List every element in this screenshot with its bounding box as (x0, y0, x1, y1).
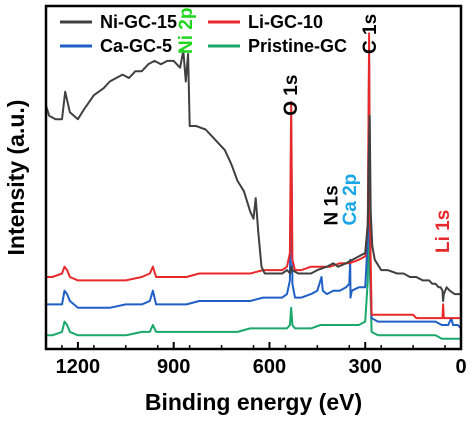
legend-label: Li-GC-10 (248, 12, 323, 32)
x-tick-label: 600 (253, 356, 286, 378)
peak-label: C 1s (360, 14, 381, 54)
series-line-ca-gc-5 (46, 56, 462, 330)
plot-frame (44, 4, 463, 351)
x-tick-label: 0 (455, 356, 466, 378)
legend-label: Ca-GC-5 (100, 36, 172, 56)
peak-label: Ca 2p (340, 174, 361, 226)
x-axis-ticks: 1200 900 600 300 0 (56, 342, 467, 378)
x-tick-label: 1200 (56, 356, 101, 378)
series-layer (45, 32, 462, 340)
series-line-li-gc-10 (46, 32, 461, 320)
x-tick-label: 900 (157, 356, 190, 378)
legend-label: Ni-GC-15 (100, 12, 177, 32)
peak-label: Li 1s (433, 210, 454, 253)
legend: Ni-GC-15 Li-GC-10 Ca-GC-5 Pristine-GC (60, 12, 347, 56)
series-line-pristine-gc (46, 142, 461, 340)
x-axis-title: Binding energy (eV) (145, 389, 362, 415)
peak-label: Ni 2p (176, 8, 197, 54)
y-axis-title: Intensity (a.u.) (3, 100, 29, 256)
series-line-ni-gc-15 (45, 49, 461, 302)
legend-label: Pristine-GC (248, 36, 347, 56)
peak-label: O 1s (281, 75, 302, 116)
x-tick-label: 300 (349, 356, 382, 378)
peak-label: N 1s (322, 185, 343, 225)
